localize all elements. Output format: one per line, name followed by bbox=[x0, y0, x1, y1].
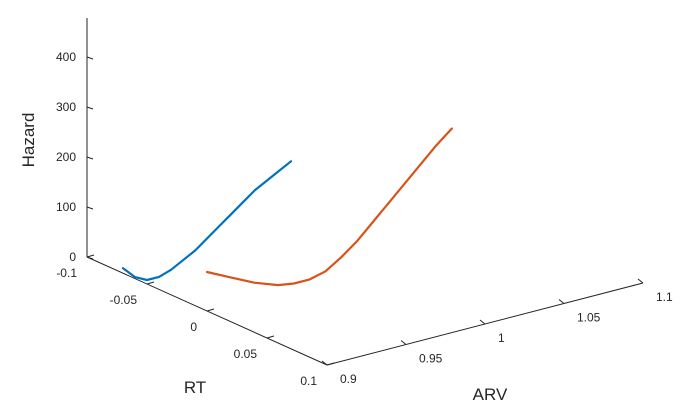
rt-tick-label: 0.1 bbox=[300, 374, 317, 388]
rt-tick-mark bbox=[146, 281, 155, 285]
rt-tick-label: 0 bbox=[190, 320, 197, 334]
series-line-1 bbox=[121, 160, 293, 282]
arv-tick-label: 0.9 bbox=[340, 372, 357, 386]
rt-tick-label: 0.05 bbox=[234, 347, 258, 361]
z-tick-mark bbox=[86, 56, 94, 60]
z-tick-label: 300 bbox=[56, 100, 76, 114]
rt-tick-label: -0.05 bbox=[110, 293, 138, 307]
series-group bbox=[121, 127, 453, 287]
arv-tick-label: 1.1 bbox=[656, 290, 673, 304]
rt-tick-mark bbox=[326, 362, 335, 366]
arv-tick-label: 1.05 bbox=[577, 311, 601, 325]
arv-tick-label: 0.95 bbox=[419, 352, 443, 366]
z-axis-title: Hazard bbox=[19, 113, 38, 168]
rt-tick-mark bbox=[206, 308, 215, 312]
z-tick-label: 100 bbox=[56, 200, 76, 214]
arv-tick-mark bbox=[321, 360, 328, 366]
z-tick-mark bbox=[86, 156, 94, 160]
rt-axis-title: RT bbox=[184, 378, 206, 397]
arv-tick-mark bbox=[400, 340, 407, 345]
arv-tick-label: 1 bbox=[498, 331, 505, 345]
rt-tick-label: -0.1 bbox=[56, 266, 77, 280]
arv-axis-title: ARV bbox=[473, 385, 508, 404]
rt-tick-mark bbox=[86, 254, 95, 258]
rt-tick-mark bbox=[266, 335, 275, 339]
z-axis-ticks: 0 100 200 300 400 bbox=[56, 50, 94, 264]
z-tick-label: 200 bbox=[56, 150, 76, 164]
z-tick-label: 0 bbox=[69, 250, 76, 264]
z-tick-mark bbox=[86, 206, 94, 210]
arv-axis-ticks: 0.9 0.95 1 1.05 1.1 bbox=[321, 278, 673, 386]
arv-tick-mark bbox=[637, 278, 644, 284]
rt-axis-ticks: -0.1 -0.05 0 0.05 0.1 bbox=[56, 254, 335, 388]
z-tick-mark bbox=[86, 256, 94, 260]
arv-tick-mark bbox=[479, 319, 486, 325]
arv-tick-mark bbox=[558, 299, 565, 304]
z-tick-label: 400 bbox=[56, 50, 76, 64]
z-tick-mark bbox=[86, 106, 94, 110]
series-line-2 bbox=[205, 127, 453, 287]
